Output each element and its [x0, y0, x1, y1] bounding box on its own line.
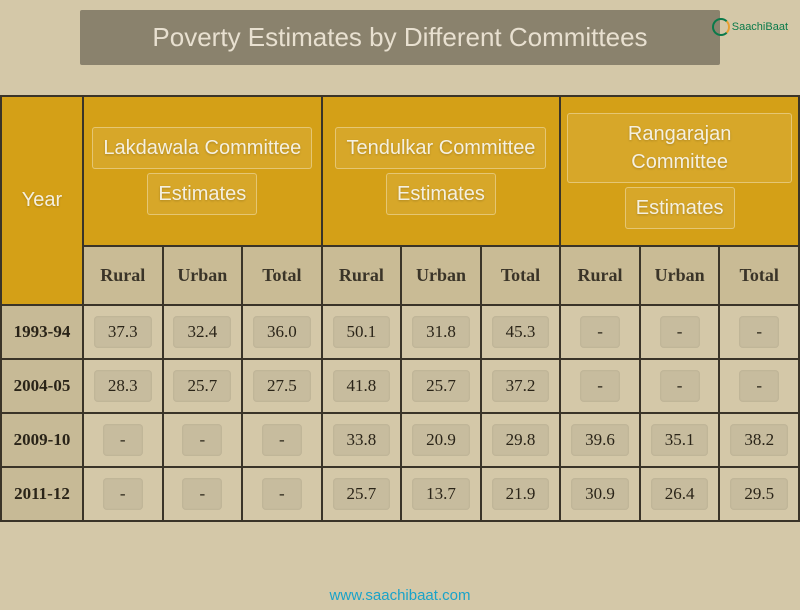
data-cell: 31.8 [401, 305, 481, 359]
data-cell: - [83, 467, 163, 521]
subcol: Rural [322, 246, 402, 305]
subcol: Rural [83, 246, 163, 305]
data-cell: 20.9 [401, 413, 481, 467]
data-cell: 32.4 [163, 305, 243, 359]
data-cell: - [83, 413, 163, 467]
subcol: Total [481, 246, 561, 305]
data-cell: - [242, 413, 322, 467]
subcol: Urban [401, 246, 481, 305]
data-cell: 35.1 [640, 413, 720, 467]
brand-logo: SaachiBaat [712, 18, 788, 36]
data-cell: 39.6 [560, 413, 640, 467]
year-cell: 2011-12 [1, 467, 83, 521]
data-cell: 25.7 [401, 359, 481, 413]
data-cell: 28.3 [83, 359, 163, 413]
data-cell: 25.7 [322, 467, 402, 521]
data-cell: - [163, 467, 243, 521]
subcol: Total [719, 246, 799, 305]
committee-header-rangarajan: Rangarajan Committee Estimates [560, 96, 799, 246]
table-row: 1993-9437.332.436.050.131.845.3--- [1, 305, 799, 359]
data-cell: - [719, 359, 799, 413]
data-cell: 33.8 [322, 413, 402, 467]
data-cell: 13.7 [401, 467, 481, 521]
data-cell: 50.1 [322, 305, 402, 359]
data-cell: - [242, 467, 322, 521]
subcol: Rural [560, 246, 640, 305]
year-cell: 1993-94 [1, 305, 83, 359]
data-cell: - [163, 413, 243, 467]
data-cell: 25.7 [163, 359, 243, 413]
page-title-bar: Poverty Estimates by Different Committee… [80, 10, 720, 65]
data-cell: 36.0 [242, 305, 322, 359]
data-cell: 37.2 [481, 359, 561, 413]
committee-header-lakdawala: Lakdawala Committee Estimates [83, 96, 322, 246]
data-cell: 29.8 [481, 413, 561, 467]
watermark-url: www.saachibaat.com [0, 587, 800, 604]
data-cell: 21.9 [481, 467, 561, 521]
data-cell: - [640, 359, 720, 413]
data-cell: 30.9 [560, 467, 640, 521]
subcol: Total [242, 246, 322, 305]
data-cell: 45.3 [481, 305, 561, 359]
poverty-estimates-table: Year Lakdawala Committee Estimates Tendu… [0, 95, 800, 522]
subcol: Urban [640, 246, 720, 305]
data-cell: 41.8 [322, 359, 402, 413]
committee-header-row: Year Lakdawala Committee Estimates Tendu… [1, 96, 799, 246]
committee-header-tendulkar: Tendulkar Committee Estimates [322, 96, 561, 246]
data-cell: 38.2 [719, 413, 799, 467]
data-cell: 27.5 [242, 359, 322, 413]
subcol: Urban [163, 246, 243, 305]
year-header: Year [1, 96, 83, 305]
year-cell: 2009-10 [1, 413, 83, 467]
data-cell: 29.5 [719, 467, 799, 521]
year-cell: 2004-05 [1, 359, 83, 413]
table-row: 2011-12---25.713.721.930.926.429.5 [1, 467, 799, 521]
data-cell: 37.3 [83, 305, 163, 359]
data-cell: - [640, 305, 720, 359]
data-cell: 26.4 [640, 467, 720, 521]
page-title: Poverty Estimates by Different Committee… [152, 22, 647, 52]
data-cell: - [560, 359, 640, 413]
data-cell: - [560, 305, 640, 359]
table-row: 2009-10---33.820.929.839.635.138.2 [1, 413, 799, 467]
data-cell: - [719, 305, 799, 359]
sub-column-row: Rural Urban Total Rural Urban Total Rura… [1, 246, 799, 305]
table-row: 2004-0528.325.727.541.825.737.2--- [1, 359, 799, 413]
